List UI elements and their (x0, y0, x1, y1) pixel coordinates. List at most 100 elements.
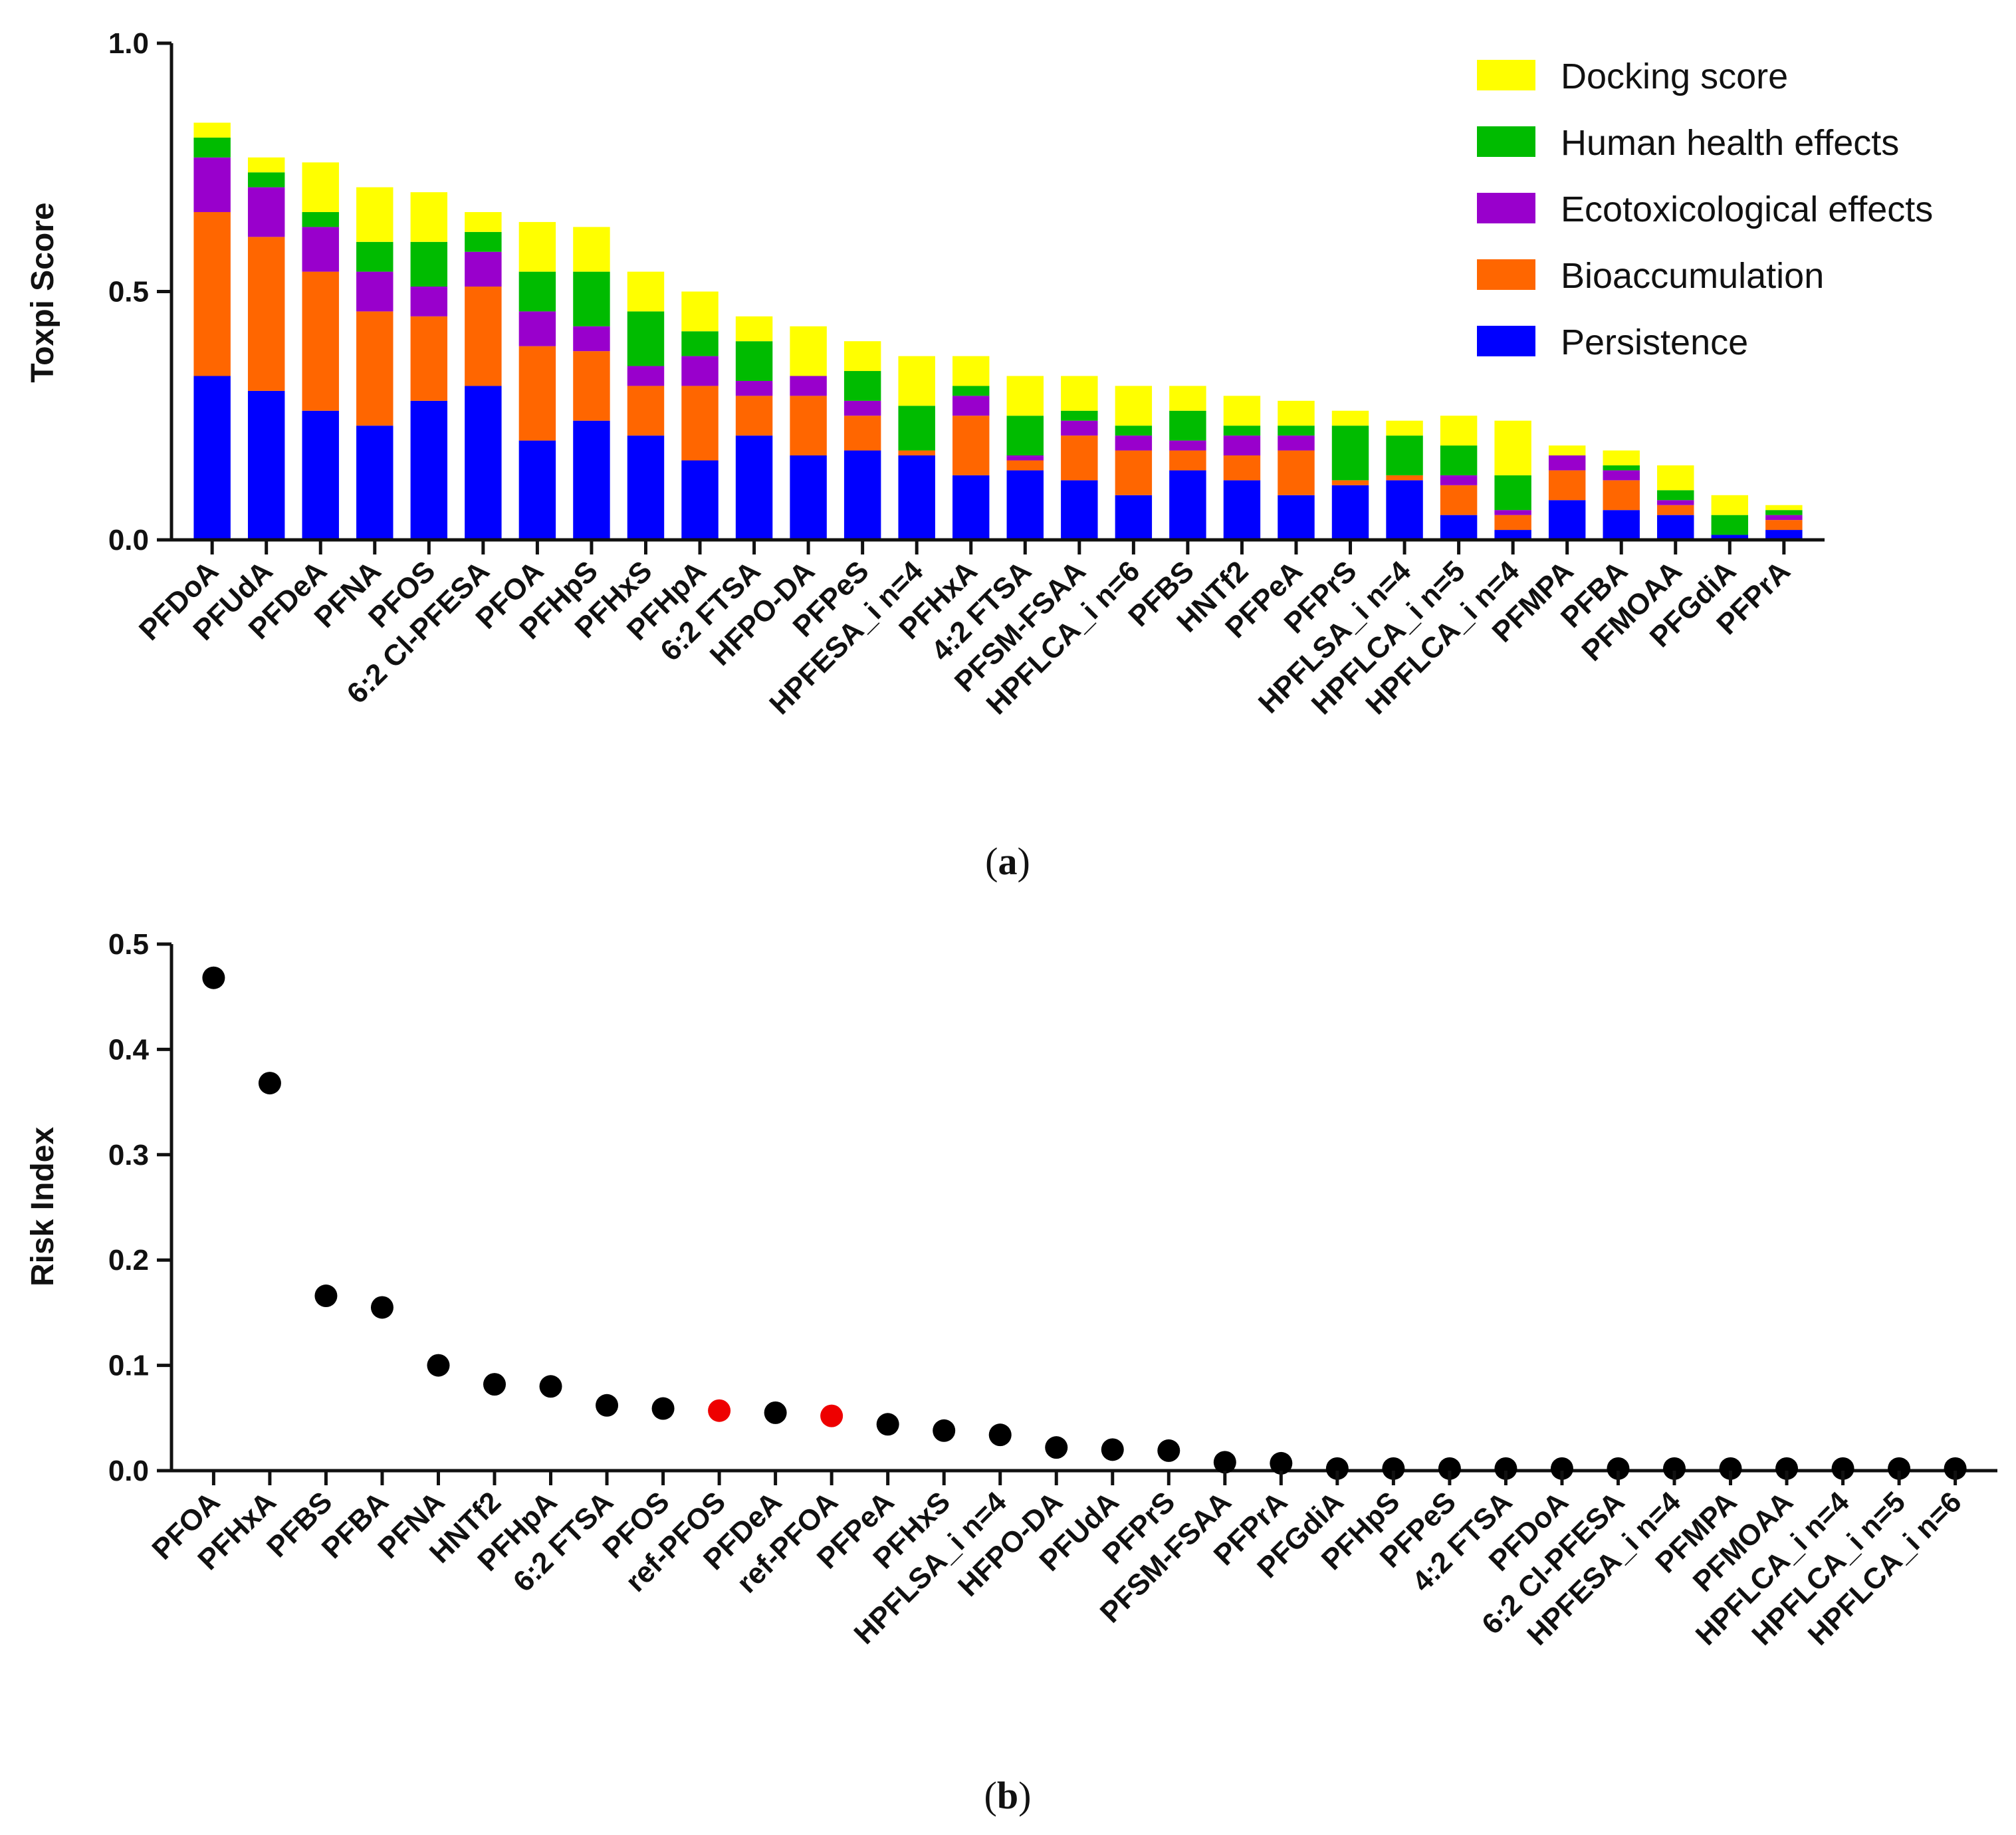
bar-pfpra-docking-score (1765, 505, 1803, 511)
bar-pfbs-bioaccumulation (1169, 450, 1206, 471)
bar-hpflca-i-n-5-persistence (1440, 515, 1478, 540)
a-y-tick-label: 0.0 (108, 524, 149, 556)
bar-pfmpa-docking-score (1548, 445, 1586, 456)
bar-pfsm-fsaa-human-health-effects (1061, 410, 1098, 421)
bar-pfdea-ecotoxicological-effects (302, 227, 339, 272)
b-y-axis-title: Risk Index (25, 1127, 60, 1286)
bar-hpflca-i-n-4-persistence (1494, 530, 1531, 540)
bar-pfdea-human-health-effects (302, 211, 339, 227)
bar-pfuda-ecotoxicological-effects (247, 187, 285, 237)
legend-label-human-health-effects: Human health effects (1561, 123, 1899, 163)
point-pfdoa (1550, 1457, 1573, 1480)
point-pfpra (1270, 1451, 1293, 1475)
bar-6-2-ftsa-human-health-effects (735, 341, 773, 381)
bar-pfmpa-persistence (1548, 500, 1586, 540)
bar-pfgdia-human-health-effects (1711, 515, 1749, 535)
b-y-tick-label: 0.3 (108, 1139, 149, 1171)
bar-hpflca-i-n-5-ecotoxicological-effects (1440, 475, 1478, 485)
bar-pfpes-persistence (843, 450, 881, 540)
point-pfdea (764, 1401, 787, 1424)
bar-pfba-bioaccumulation (1603, 480, 1640, 511)
bar-pfhps-docking-score (573, 227, 610, 272)
bar-hpflsa-i-n-4-bioaccumulation (1386, 475, 1423, 481)
bar-pfhxa-docking-score (952, 356, 990, 386)
bar-hpflsa-i-n-4-human-health-effects (1386, 435, 1423, 475)
bar-pfpes-human-health-effects (843, 371, 881, 401)
bar-pfprs-persistence (1331, 485, 1369, 540)
bar-pfbs-human-health-effects (1169, 410, 1206, 441)
point-pfhxs (933, 1419, 956, 1442)
bar-pfhpa-human-health-effects (681, 331, 719, 356)
bar-pfba-docking-score (1603, 450, 1640, 465)
bar-pfhpa-ecotoxicological-effects (681, 356, 719, 386)
legend-swatch-bioaccumulation (1477, 259, 1535, 290)
bar-hpflca-i-n-6-persistence (1115, 495, 1153, 540)
b-caption-letter: b (997, 1774, 1018, 1817)
bar-6-2-cl-pfesa-bioaccumulation (465, 287, 502, 386)
bar-pfos-human-health-effects (410, 241, 448, 287)
point-ref-pfos (708, 1399, 731, 1422)
b-caption: (b) (984, 1774, 1032, 1817)
bar-pfdoa-docking-score (193, 122, 231, 138)
bar-hpfesa-i-n-4-human-health-effects (898, 406, 935, 451)
bar-pfuda-bioaccumulation (247, 237, 285, 391)
point-pfprs (1157, 1439, 1180, 1462)
bar-4-2-ftsa-docking-score (1006, 376, 1044, 416)
point-hpflca-i-n-5 (1888, 1457, 1911, 1480)
bar-pfhps-ecotoxicological-effects (573, 326, 610, 352)
bar-pfoa-ecotoxicological-effects (518, 311, 556, 346)
legend-label-persistence: Persistence (1561, 322, 1748, 362)
bar-pfprs-bioaccumulation (1331, 480, 1369, 485)
bar-hpflca-i-n-5-bioaccumulation (1440, 485, 1478, 515)
point-pfhpa (539, 1375, 562, 1398)
bar-pfhps-bioaccumulation (573, 351, 610, 421)
a-bars (193, 122, 1803, 540)
bar-pfba-ecotoxicological-effects (1603, 470, 1640, 481)
bar-hpflca-i-n-4-bioaccumulation (1494, 515, 1531, 531)
bar-hntf2-docking-score (1223, 396, 1261, 426)
point-hntf2 (483, 1373, 506, 1396)
bar-pfdoa-bioaccumulation (193, 211, 231, 376)
bar-pfsm-fsaa-bioaccumulation (1061, 435, 1098, 481)
bar-pfuda-human-health-effects (247, 172, 285, 187)
legend-label-ecotoxicological-effects: Ecotoxicological effects (1561, 189, 1933, 229)
bar-pfhxs-human-health-effects (627, 311, 665, 366)
a-y-tick-label: 0.5 (108, 276, 149, 308)
bar-pfhpa-persistence (681, 460, 719, 540)
point-ref-pfoa (820, 1404, 843, 1427)
bar-pfos-ecotoxicological-effects (410, 287, 448, 316)
bar-hntf2-human-health-effects (1223, 426, 1261, 436)
bar-hfpo-da-ecotoxicological-effects (790, 376, 827, 396)
point-pfhxa (258, 1072, 281, 1095)
bar-pfdoa-human-health-effects (193, 137, 231, 158)
bar-pfsm-fsaa-docking-score (1061, 376, 1098, 411)
legend-swatch-docking-score (1477, 60, 1535, 90)
bar-pfbs-ecotoxicological-effects (1169, 440, 1206, 451)
bar-hpflca-i-n-5-human-health-effects (1440, 445, 1478, 475)
legend-label-bioaccumulation: Bioaccumulation (1561, 256, 1824, 296)
bar-pfoa-docking-score (518, 221, 556, 272)
point-hfpo-da (1045, 1436, 1068, 1459)
b-y-tick-label: 0.5 (108, 928, 149, 961)
bar-pfoa-persistence (518, 440, 556, 540)
bar-pfna-docking-score (356, 187, 393, 242)
b-y-tick-label: 0.1 (108, 1350, 149, 1382)
bar-pfhxa-ecotoxicological-effects (952, 396, 990, 416)
bar-pfpea-persistence (1278, 495, 1315, 540)
bar-pfsm-fsaa-ecotoxicological-effects (1061, 420, 1098, 436)
bar-pfhxs-ecotoxicological-effects (627, 366, 665, 386)
bar-pfpra-human-health-effects (1765, 510, 1803, 515)
b-y-tick-label: 0.0 (108, 1455, 149, 1487)
bar-pfba-persistence (1603, 510, 1640, 540)
bar-pfhpa-bioaccumulation (681, 386, 719, 461)
point-pfpea (876, 1413, 899, 1436)
bar-pfhps-human-health-effects (573, 271, 610, 326)
legend-label-docking-score: Docking score (1561, 57, 1788, 96)
bar-pfna-persistence (356, 426, 393, 540)
bar-4-2-ftsa-persistence (1006, 470, 1044, 540)
bar-4-2-ftsa-human-health-effects (1006, 416, 1044, 456)
point-pfbs (314, 1284, 338, 1308)
bar-pfoa-human-health-effects (518, 271, 556, 312)
